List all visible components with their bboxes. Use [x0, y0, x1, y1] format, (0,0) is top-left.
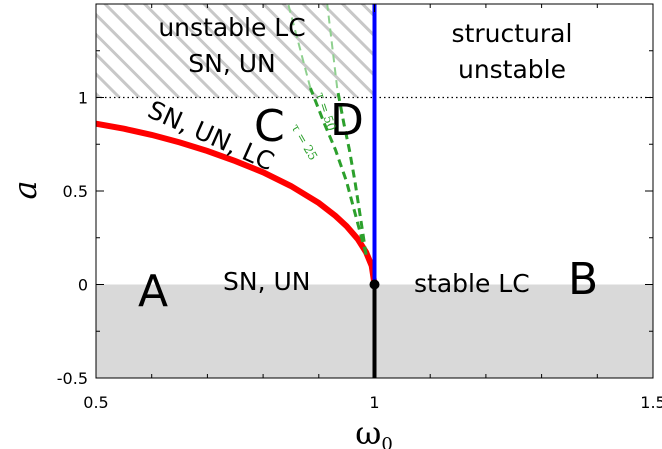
x-tick-label: 1 [369, 393, 379, 412]
annotation-region-a: A [138, 266, 168, 317]
x-tick-label: 1.5 [640, 393, 662, 412]
x-tick-label: 0.5 [83, 393, 108, 412]
y-tick-label: 0 [78, 276, 88, 295]
annotation-unstable-lc-sn-un: SN, UN [188, 49, 275, 78]
point-marker-0 [369, 279, 380, 290]
y-tick-label: 1 [78, 89, 88, 108]
y-axis-label: a [6, 180, 44, 199]
y-tick-label: 0.5 [63, 182, 88, 201]
y-tick-label: -0.5 [57, 369, 88, 388]
annotation-region-c: C [254, 101, 285, 152]
annotation-unstable-lc: unstable LC [158, 13, 305, 42]
annotation-structural: structural [452, 19, 573, 48]
annotation-sn-un: SN, UN [223, 267, 310, 296]
annotation-region-d: D [330, 95, 364, 146]
series-line-6 [326, 4, 339, 89]
x-axis-label: ω0 [355, 414, 393, 449]
series-line-5 [287, 4, 312, 89]
series-line-3 [309, 87, 368, 255]
annotation-unstable: unstable [458, 55, 566, 84]
annotation-stable-lc: stable LC [414, 269, 530, 298]
annotation-tau-25: τ = 25 [288, 122, 320, 163]
series-line-4 [335, 87, 368, 255]
annotation-region-b: B [568, 254, 598, 305]
